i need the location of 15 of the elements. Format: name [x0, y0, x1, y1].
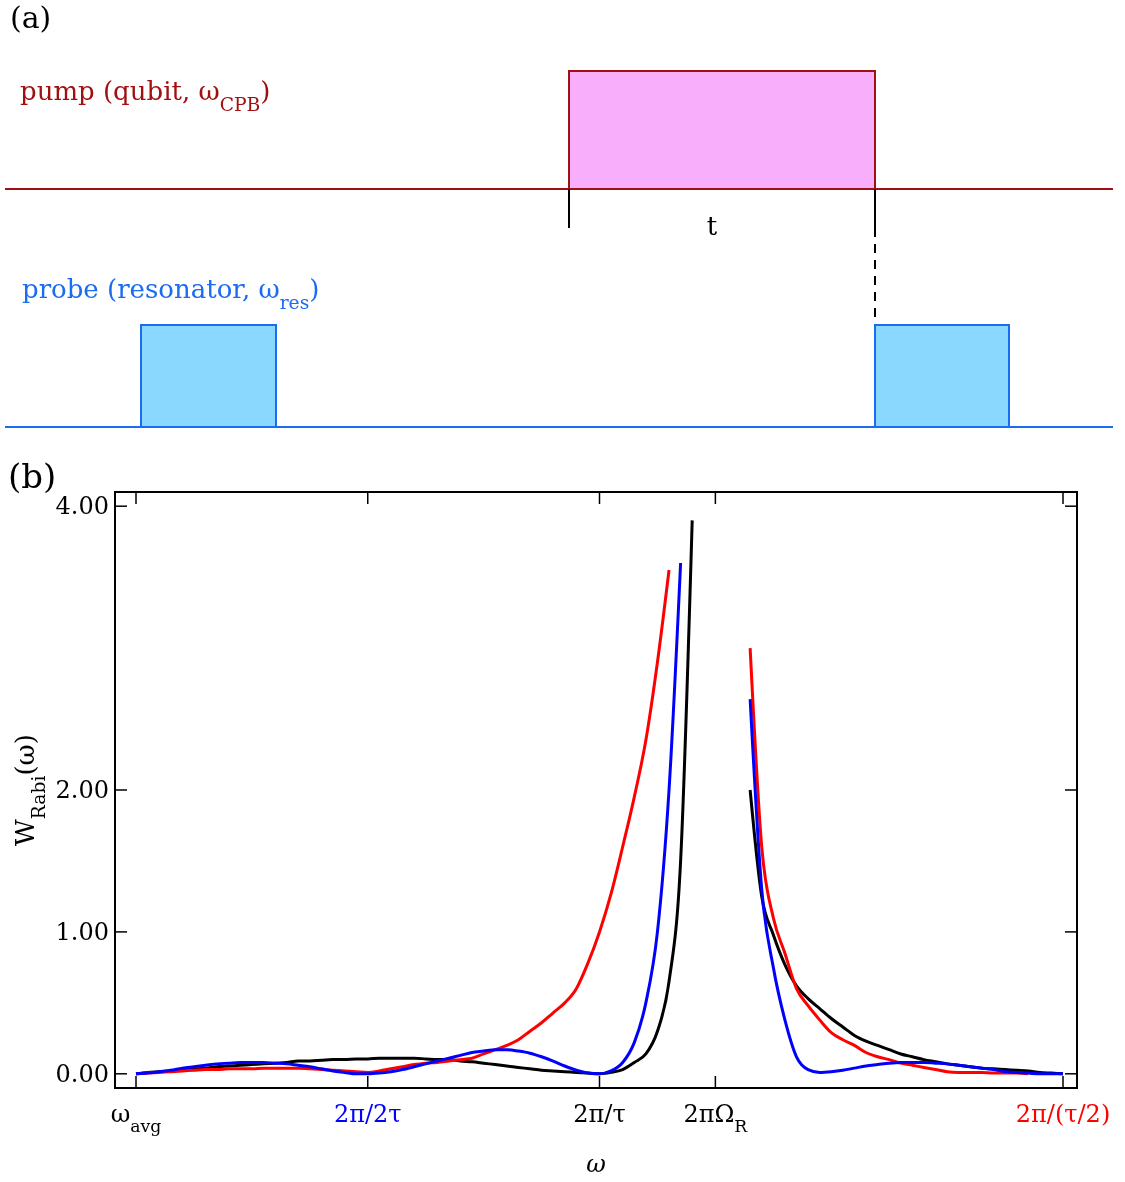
x-tick-label: 2π/τ — [573, 1100, 626, 1128]
y-tick-label: 1.00 — [55, 917, 109, 946]
x-tick-label: 2π/(τ/2) — [1015, 1100, 1111, 1128]
text: probe (resonator, ω$_{res}$) — [22, 274, 320, 313]
text: pump (qubit, ω$_{CPB}$) — [20, 76, 271, 115]
x-axis-title: ω — [586, 1150, 606, 1178]
y-tick-label: 0.00 — [55, 1059, 109, 1088]
text: t — [706, 211, 718, 241]
x-tick-label: 2πΩ$_{R}$ — [683, 1100, 749, 1136]
y-tick-label: 2.00 — [55, 776, 109, 804]
x-tick-label: ω$_{avg}$ — [110, 1100, 162, 1136]
x-tick-label: 2π/2τ — [333, 1100, 402, 1128]
chart-title: (b) — [8, 456, 57, 496]
text: (a) — [10, 0, 52, 35]
y-tick-label: 4.00 — [55, 492, 109, 521]
